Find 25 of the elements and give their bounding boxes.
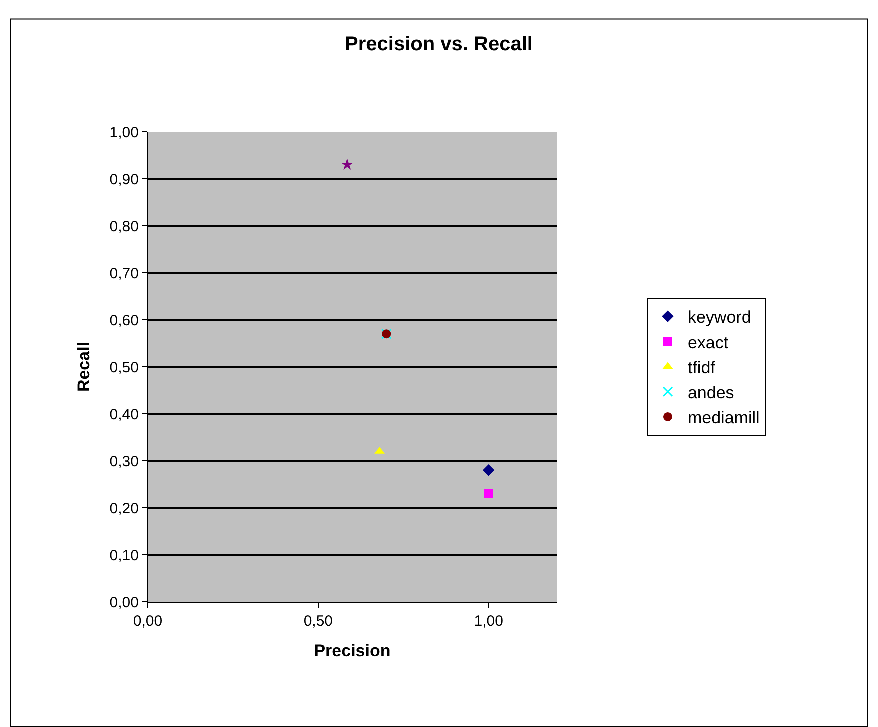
y-tick-label: 0,00 [110, 594, 139, 612]
y-tick-label: 0,30 [110, 453, 139, 470]
y-axis-title: Recall [74, 342, 94, 392]
y-tick-label: 0,10 [110, 547, 139, 564]
x-axis-title: Precision [314, 641, 391, 660]
legend-label: andes [688, 383, 734, 402]
y-tick-label: 1,00 [110, 124, 139, 142]
point [484, 489, 494, 498]
point [482, 464, 495, 476]
x-tick-label: 0,00 [133, 613, 163, 630]
chart-title: Precision vs. Recall [345, 34, 533, 56]
y-tick-label: 0,80 [110, 218, 139, 236]
y-tick-label: 0,70 [110, 265, 139, 282]
legend-label: mediamill [688, 408, 760, 428]
x-tick-label: 1,00 [474, 613, 504, 630]
legend-label: exact [688, 333, 729, 352]
x-tick-label: 0,50 [304, 613, 334, 630]
y-tick-label: 0,90 [110, 171, 139, 188]
y-tick-label: 0,60 [110, 312, 139, 330]
y-tick-label: 0,40 [110, 406, 139, 424]
y-tick-label: 0,20 [110, 500, 139, 518]
y-tick-label: 0,50 [110, 359, 139, 376]
point [341, 158, 354, 170]
legend-label: tfidf [688, 358, 716, 378]
legend-label: keyword [688, 308, 752, 328]
